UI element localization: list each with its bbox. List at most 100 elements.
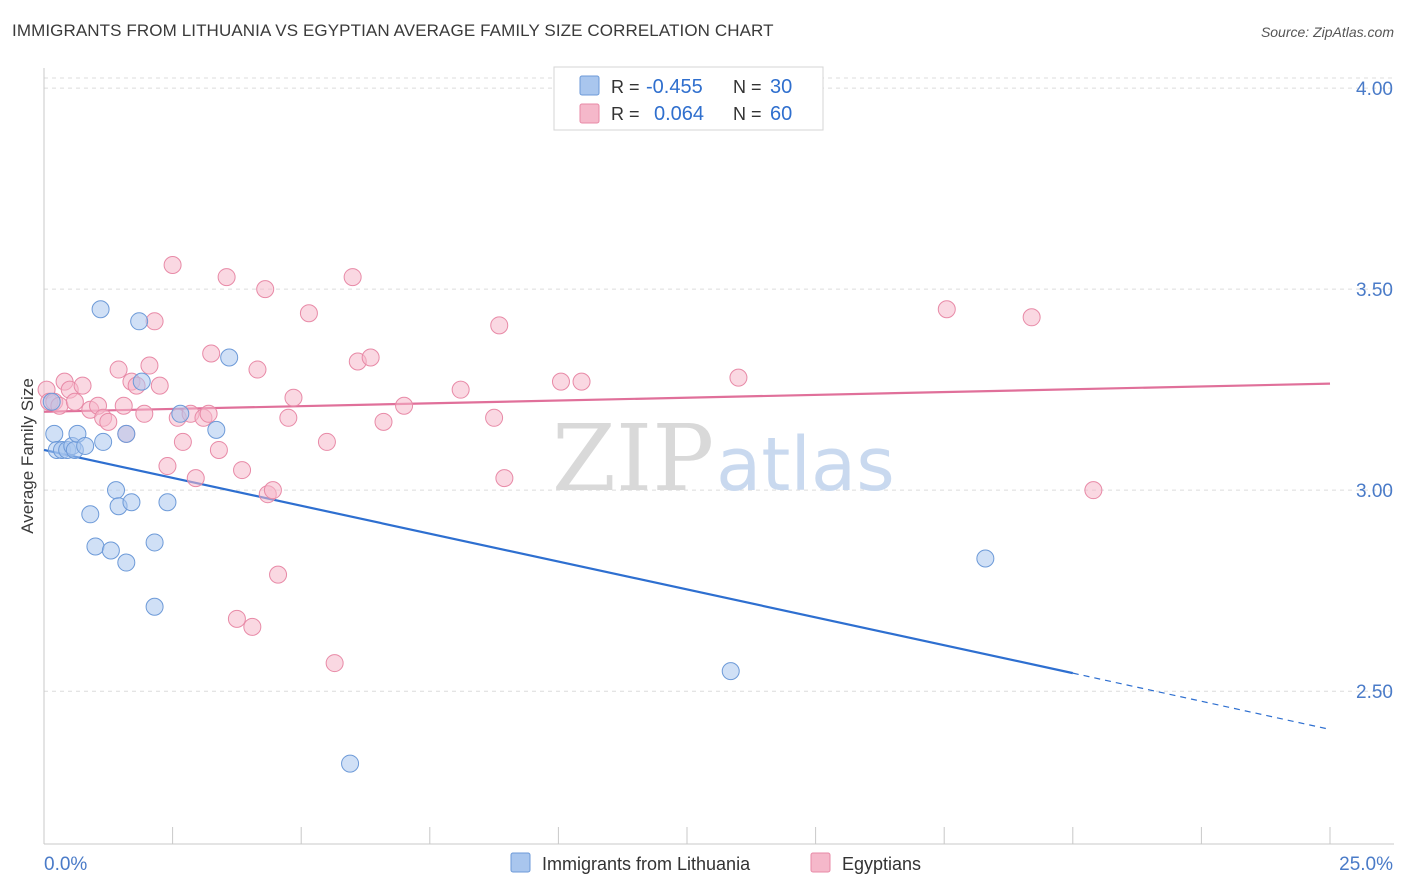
- lithuania-point: [145, 597, 164, 616]
- egyptian-point: [202, 344, 221, 363]
- egyptian-point: [256, 280, 275, 299]
- lithuania-point: [76, 436, 95, 455]
- egyptian-point: [284, 388, 303, 407]
- y-tick-label: 3.50: [1356, 280, 1393, 301]
- egyptian-point: [227, 609, 246, 628]
- egyptian-point: [269, 565, 288, 584]
- stats-r-value-pink: 0.064: [654, 103, 704, 125]
- egyptian-point: [1084, 481, 1103, 500]
- stats-n-label-blue: N =: [733, 77, 762, 97]
- scatter-points: [37, 256, 1103, 773]
- egyptian-point: [233, 461, 252, 480]
- y-axis-label: Average Family Size: [18, 378, 37, 534]
- lithuania-point: [42, 392, 61, 411]
- egyptian-point: [135, 404, 154, 423]
- stats-r-label-pink: R =: [611, 104, 640, 124]
- egyptian-point: [279, 408, 298, 427]
- egyptian-point: [73, 376, 92, 395]
- lithuania-point: [207, 420, 226, 439]
- stats-r-value-blue: -0.455: [646, 76, 703, 98]
- egyptian-point: [325, 654, 344, 673]
- lithuania-point: [91, 300, 110, 319]
- lithuania-point: [976, 549, 995, 568]
- lithuania-point: [130, 312, 149, 331]
- egyptian-point: [572, 372, 591, 391]
- chart-source: Source: ZipAtlas.com: [1260, 24, 1394, 40]
- watermark-atlas: atlas: [716, 422, 895, 508]
- y-tick-label: 2.50: [1356, 682, 1393, 703]
- lithuania-point: [107, 481, 126, 500]
- lithuania-point: [117, 424, 136, 443]
- egyptian-point: [158, 457, 177, 476]
- egyptian-point: [729, 368, 748, 387]
- egyptian-point: [109, 360, 128, 379]
- egyptian-point: [263, 481, 282, 500]
- lithuania-point: [117, 553, 136, 572]
- egyptian-point: [361, 348, 380, 367]
- stats-r-label-blue: R =: [611, 77, 640, 97]
- lithuania-point: [101, 541, 120, 560]
- x-axis-ticks: [43, 827, 1331, 844]
- egyptian-point: [495, 469, 514, 488]
- lithuania-point: [86, 537, 105, 556]
- lithuania-point: [721, 662, 740, 681]
- lithuania-point: [145, 533, 164, 552]
- egyptian-point: [317, 432, 336, 451]
- x-axis-tick-labels: 0.0% 25.0%: [44, 854, 1393, 875]
- egyptian-point: [343, 268, 362, 287]
- legend-swatch-lithuania: [510, 852, 531, 873]
- egyptian-point: [114, 396, 133, 415]
- legend-label-egyptians: Egyptians: [842, 854, 921, 874]
- y-tick-label: 3.00: [1356, 481, 1393, 502]
- egyptian-point: [150, 376, 169, 395]
- egyptian-point: [140, 356, 159, 375]
- egyptian-point: [451, 380, 470, 399]
- lithuania-point: [45, 424, 64, 443]
- stats-swatch-blue: [579, 75, 600, 96]
- lithuania-trend-line: [43, 448, 1074, 675]
- trend-lines: [43, 382, 1331, 730]
- lithuania-point: [341, 754, 360, 773]
- egyptian-point: [99, 412, 118, 431]
- egyptian-point: [243, 617, 262, 636]
- stats-n-label-pink: N =: [733, 104, 762, 124]
- zipatlas-watermark: ZIP atlas: [552, 405, 895, 512]
- egyptian-point: [173, 432, 192, 451]
- egyptian-point: [374, 412, 393, 431]
- egyptian-point: [299, 304, 318, 323]
- stats-n-value-pink: 60: [770, 103, 792, 125]
- legend-swatch-egyptians: [810, 852, 831, 873]
- egyptian-point: [186, 469, 205, 488]
- lithuania-trend-extension: [1072, 672, 1331, 730]
- lithuania-point: [81, 505, 100, 524]
- egyptian-point: [490, 316, 509, 335]
- lithuania-point: [94, 432, 113, 451]
- egyptian-point: [217, 268, 236, 287]
- egyptian-point: [937, 300, 956, 319]
- egyptian-point: [395, 396, 414, 415]
- chart-title: IMMIGRANTS FROM LITHUANIA VS EGYPTIAN AV…: [12, 21, 774, 40]
- lithuania-point: [132, 372, 151, 391]
- y-axis-tick-labels: 2.50 3.00 3.50 4.00: [1356, 79, 1393, 703]
- y-tick-label: 4.00: [1356, 79, 1393, 100]
- lithuania-point: [122, 493, 141, 512]
- egyptian-point: [145, 312, 164, 331]
- egyptian-point: [551, 372, 570, 391]
- egyptian-point: [199, 404, 218, 423]
- egyptian-point: [163, 256, 182, 275]
- egyptian-point: [209, 440, 228, 459]
- egyptian-point: [248, 360, 267, 379]
- egyptian-point: [65, 392, 84, 411]
- series-legend: Immigrants from Lithuania Egyptians: [510, 852, 921, 874]
- correlation-stats-box: R = -0.455 N = 30 R = 0.064 N = 60: [553, 66, 824, 131]
- x-tick-label-max: 25.0%: [1339, 854, 1393, 875]
- egyptian-trend-line: [43, 382, 1331, 413]
- stats-n-value-blue: 30: [770, 76, 792, 98]
- stats-swatch-pink: [579, 103, 600, 124]
- watermark-zip: ZIP: [552, 405, 714, 512]
- lithuania-point: [171, 404, 190, 423]
- legend-label-lithuania: Immigrants from Lithuania: [542, 854, 751, 874]
- x-tick-label-min: 0.0%: [44, 854, 87, 875]
- axes: [43, 68, 1394, 845]
